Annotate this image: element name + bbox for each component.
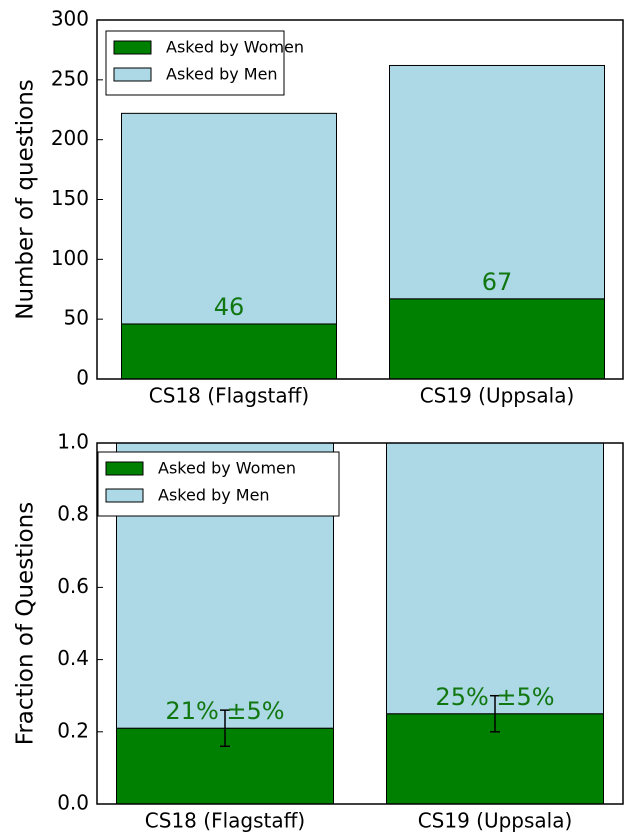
legend-swatch: [105, 461, 144, 476]
bar-segment: [121, 323, 337, 380]
x-tick-label: CS18 (Flagstaff): [145, 809, 305, 832]
y-tick-label: 0.4: [57, 646, 89, 670]
y-tick-label: 150: [51, 186, 89, 210]
y-tick-label: 0.8: [57, 502, 89, 526]
bar-segment: [389, 298, 605, 380]
x-tick-label: CS18 (Flagstaff): [149, 384, 309, 408]
y-tick-label: 300: [51, 7, 89, 31]
y-tick-label: 0: [76, 366, 89, 390]
y-tick-label: 0.6: [57, 574, 89, 598]
bar-segment: [389, 64, 605, 300]
y-tick-label: 0.0: [57, 791, 89, 815]
legend-swatch: [113, 67, 152, 82]
bar-segment: [386, 442, 604, 715]
y-tick-label: 250: [51, 66, 89, 90]
x-tick-label: CS19 (Uppsala): [418, 809, 573, 832]
data-label: 67: [482, 268, 513, 296]
legend-label: Asked by Women: [158, 459, 296, 478]
data-label: 46: [214, 293, 245, 321]
legend-label: Asked by Men: [158, 486, 270, 505]
bar-segment: [121, 112, 337, 325]
legend-swatch: [113, 40, 152, 55]
plot-frame: [96, 442, 624, 805]
data-label: 25% ±5%: [435, 683, 554, 711]
y-tick-label: 200: [51, 126, 89, 150]
y-axis-label: Number of questions: [13, 79, 39, 320]
y-tick-label: 0.2: [57, 718, 89, 742]
legend-label: Asked by Women: [166, 38, 304, 57]
legend-swatch: [105, 488, 144, 503]
y-tick-label: 50: [64, 306, 89, 330]
data-label: 21% ±5%: [165, 697, 284, 725]
y-tick-label: 1.0: [57, 430, 89, 454]
y-tick-label: 100: [51, 246, 89, 270]
x-tick-label: CS19 (Uppsala): [420, 384, 575, 408]
legend-label: Asked by Men: [166, 65, 278, 84]
y-axis-label: Fraction of Questions: [13, 502, 39, 745]
